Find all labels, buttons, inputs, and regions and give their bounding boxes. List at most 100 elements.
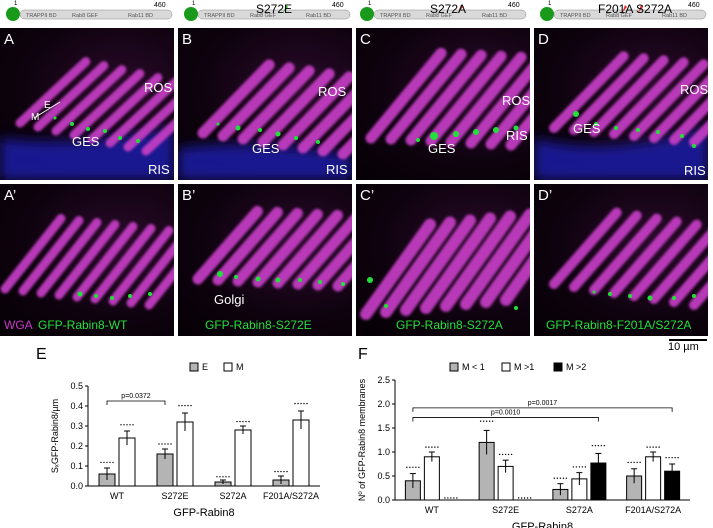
x-tick-label: S272A [219,491,246,501]
svg-text:Rab11 BD: Rab11 BD [306,13,331,19]
gfp-dot [453,131,459,137]
data-point [482,420,485,422]
rod-outer-segment [569,53,649,135]
rod-outer-segment [405,49,487,146]
bar-chart-f: 0.0 0.5 1.0 1.5 2.0 2.5 Nº of GFP-Rabin8 membr… [357,362,690,528]
rod-outer-segment [51,65,127,136]
gfp-dot [103,129,107,133]
x-axis-label: GFP-Rabin8 [173,507,234,519]
micrograph-panel-c [356,28,530,180]
gfp-dot [608,292,612,296]
data-point [277,470,279,473]
panel-label: B’ [182,187,196,204]
data-point [190,404,192,407]
rod-outer-segment [257,68,335,148]
x-tick-label: S272E [492,505,519,515]
data-point [646,446,648,448]
bar [645,456,662,501]
gfp-dot [592,290,596,294]
micrograph-panel-c-prime [356,184,530,336]
data-point [126,424,128,426]
x-tick-label: F201A/S272A [263,491,319,501]
p-value-label: p=0.0372 [121,393,150,400]
domain-diagram-wt: 1 460 TRAPPII BD Rab8 GEF Rab11 BD [4,0,173,21]
bar-chart-e: 0.0 0.1 0.2 0.3 0.4 0.5 SₓGFP-Rabin8/µm GFP-Rab… [50,362,320,519]
data-point [658,446,660,448]
rod-outer-segment [292,214,352,290]
data-point [627,461,629,464]
rod-outer-segment [360,218,436,320]
data-point [581,466,584,468]
rod-outer-segment [36,218,102,298]
rod-outer-segment [277,71,352,151]
data-point [236,420,238,423]
data-point [504,453,507,456]
legend-label: M >1 [514,362,534,372]
rod-outer-segment [365,47,447,144]
y-tick-label: 0.3 [70,421,83,431]
data-point [526,497,529,499]
data-point [450,497,452,499]
rod-outer-segment [33,61,109,132]
rod-outer-segment [144,266,174,310]
significance-bracket [106,400,166,405]
gfp-dot [110,296,114,300]
ris-label: RIS [148,162,170,177]
micrograph-panel-a-prime [0,184,174,336]
rod-outer-segment [649,75,708,143]
y-tick-label: 0.2 [70,441,83,451]
gfp-dot [614,126,618,130]
data-point [447,497,449,499]
x-tick-label: S272A [566,505,593,515]
rod-outer-segment [669,255,708,307]
data-point [649,446,651,448]
gfp-dot [53,116,57,120]
panel-label: B [182,31,193,48]
data-point [100,461,102,464]
gfp-dot [628,294,632,298]
data-point [630,461,632,464]
data-point [167,443,169,445]
svg-text:1: 1 [192,1,196,7]
data-point [109,461,111,464]
gfp-dot [275,131,281,137]
rod-outer-segment [629,59,708,141]
data-point [498,453,501,456]
significance-bracket [412,417,599,422]
data-point [491,420,494,422]
gfp-dot [86,127,90,131]
rod-outer-segment [123,97,174,152]
gfp-caption: GFP-Rabin8-S272E [205,318,312,332]
gfp-dot [294,136,298,140]
rod-outer-segment [126,241,174,308]
bar [118,437,136,487]
svg-text:460: 460 [508,2,520,9]
rod-outer-segment [237,65,315,145]
mutation-label: S272E [256,2,293,16]
svg-text:Rab11 BD: Rab11 BD [662,13,687,19]
gfp-dot [148,292,152,296]
gfp-dot [258,128,262,132]
y-tick-label: 0.0 [70,481,83,491]
domain-diagram-s272a: 1 460 TRAPPII BD Rab8 GEF Rab11 BD S272A [358,0,527,21]
x-axis-label: GFP-Rabin8 [512,521,573,528]
panel-label: C [360,31,371,48]
data-point [510,453,513,456]
rod-outer-segment [272,209,343,289]
gfp-dot [234,275,238,279]
data-point [239,420,241,423]
svg-text:Rab8 GEF: Rab8 GEF [72,13,99,19]
data-point [225,476,227,478]
data-point [248,420,250,423]
x-tick-label: WT [110,491,124,501]
rod-outer-segment [232,207,303,287]
rod-outer-segment [609,57,689,139]
data-point [283,470,285,473]
svg-text:Rab11 BD: Rab11 BD [482,13,507,19]
rod-outer-segment [445,51,527,148]
y-tick-label: 1.0 [377,447,390,457]
data-point [556,477,559,479]
svg-text:TRAPPII BD: TRAPPII BD [380,13,411,19]
svg-text:TRAPPII BD: TRAPPII BD [26,13,57,19]
micrograph-panel-b-prime [178,184,352,336]
